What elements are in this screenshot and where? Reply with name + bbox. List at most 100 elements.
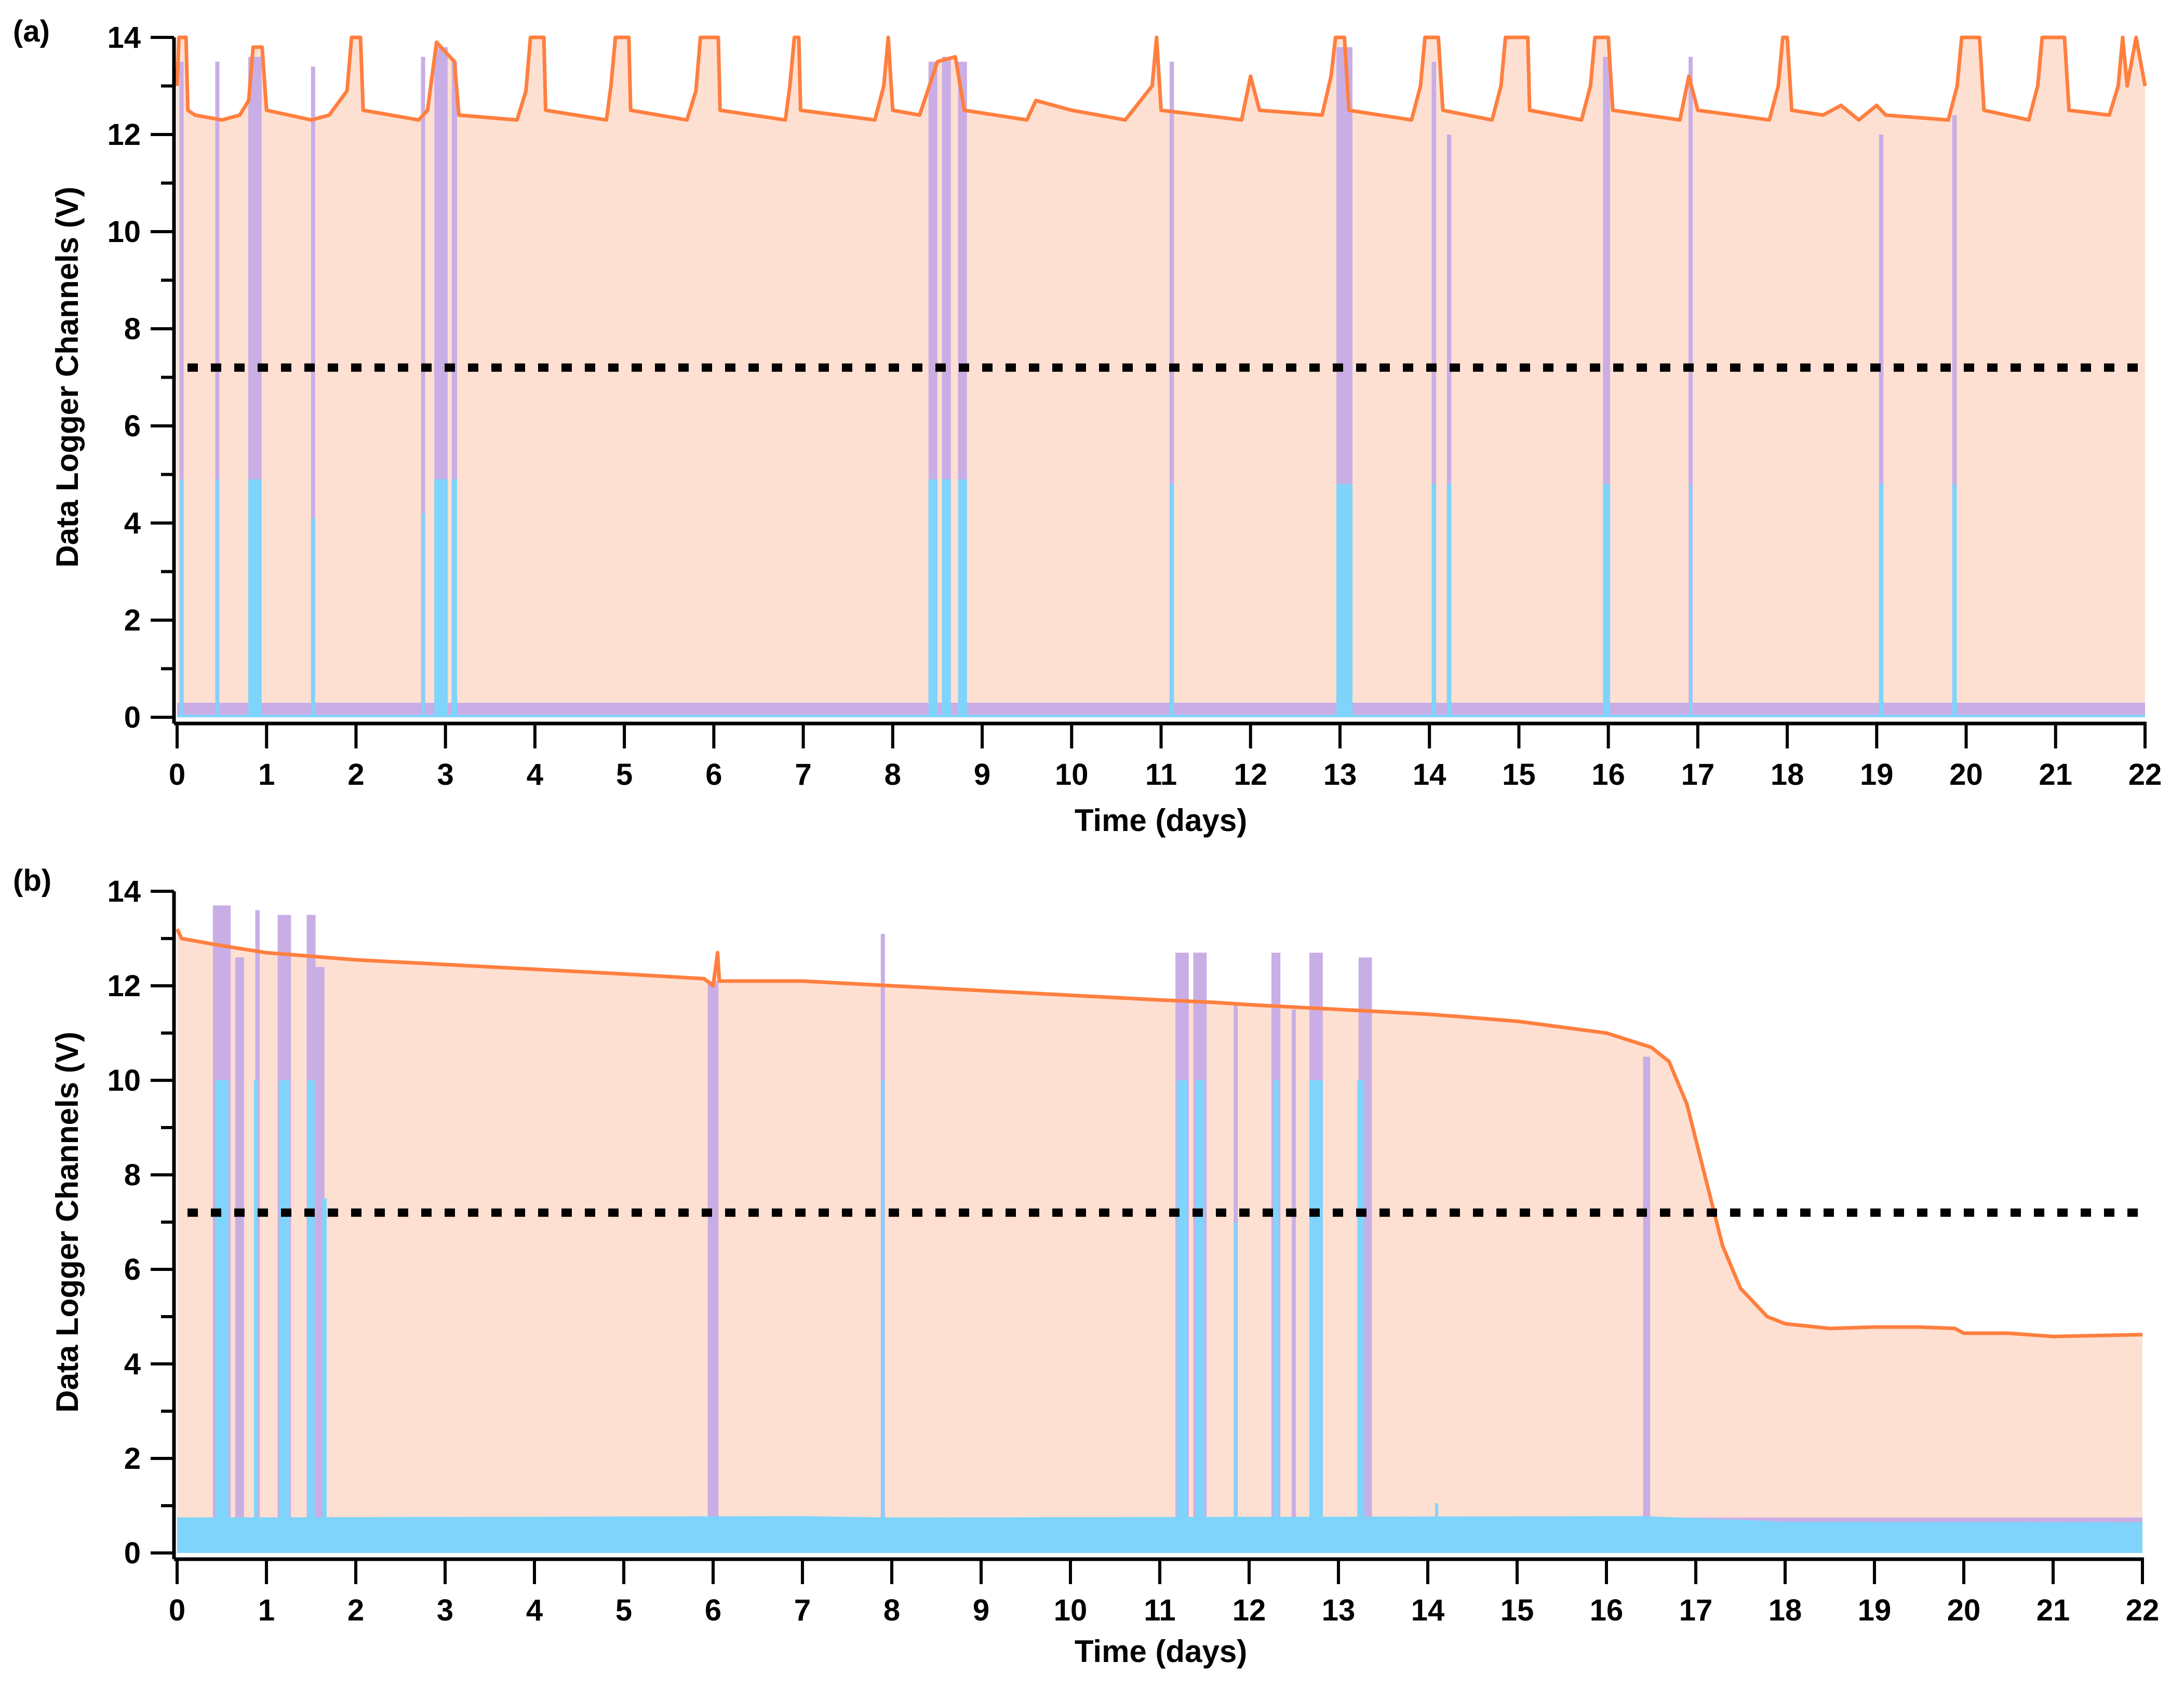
y-tick-label: 0 (124, 701, 141, 734)
blue-channel-spike (1603, 484, 1611, 717)
y-tick-label: 4 (124, 1347, 141, 1381)
blue-channel-spike (1176, 1080, 1188, 1553)
purple-channel-spike (179, 61, 184, 717)
purple-channel-spike (1169, 61, 1174, 717)
y-tick-label: 2 (124, 604, 141, 637)
x-tick-label: 13 (1323, 758, 1357, 792)
purple-channel-spike (1952, 115, 1957, 718)
panel-label-a: (a) (13, 15, 50, 48)
x-tick-label: 2 (347, 1593, 364, 1627)
y-tick-label: 14 (107, 875, 141, 908)
purple-channel-spike (451, 61, 458, 717)
purple-channel-spike (235, 957, 244, 1553)
y-tick-label: 6 (124, 1253, 141, 1287)
blue-channel-spike (248, 479, 262, 717)
x-tick-label: 2 (347, 758, 364, 792)
x-tick-label: 14 (1411, 1593, 1445, 1627)
x-tick-label: 6 (705, 1593, 721, 1627)
x-tick-label: 19 (1860, 758, 1894, 792)
blue-channel-spike (421, 513, 425, 717)
x-tick-label: 9 (974, 758, 990, 792)
x-tick-label: 7 (795, 758, 811, 792)
purple-channel-spike (1446, 135, 1452, 717)
x-tick-label: 17 (1681, 758, 1715, 792)
x-tick-label: 16 (1590, 1593, 1624, 1627)
purple-channel-spike (1689, 57, 1693, 717)
x-tick-label: 22 (2126, 1593, 2160, 1627)
purple-channel-spike (421, 57, 425, 717)
purple-channel-spike (1431, 61, 1437, 717)
x-tick-label: 3 (437, 758, 454, 792)
x-tick-label: 18 (1768, 1593, 1802, 1627)
battery-voltage-fill (177, 929, 2142, 1553)
x-tick-label: 21 (2039, 758, 2073, 792)
blue-channel-spike (1435, 1503, 1439, 1553)
x-tick-label: 4 (527, 758, 543, 792)
purple-channel-spike (1292, 1009, 1296, 1553)
blue-channel-baseline (177, 715, 2145, 717)
purple-channel-spike (215, 61, 220, 717)
blue-channel-spike (881, 1080, 885, 1553)
y-tick-label: 2 (124, 1442, 141, 1476)
y-axis-title-b: Data Logger Channels (V) (50, 1031, 85, 1412)
purple-channel-spike (707, 981, 719, 1553)
x-tick-label: 20 (1949, 758, 1983, 792)
blue-channel-spike (434, 479, 448, 717)
x-tick-label: 17 (1679, 1593, 1713, 1627)
y-tick-label: 4 (124, 506, 141, 540)
blue-channel-spike (1234, 1222, 1238, 1553)
blue-channel-spike (942, 479, 951, 717)
x-tick-label: 18 (1771, 758, 1804, 792)
y-tick-label: 0 (124, 1536, 141, 1570)
blue-channel-spike (1431, 484, 1437, 717)
x-tick-label: 13 (1322, 1593, 1356, 1627)
blue-channel-spike (451, 479, 458, 717)
y-tick-label: 8 (124, 312, 141, 346)
x-tick-label: 20 (1947, 1593, 1981, 1627)
x-tick-label: 8 (885, 758, 901, 792)
battery-voltage-line (175, 928, 2143, 1338)
blue-channel-spike (307, 1080, 315, 1553)
blue-channel-spike (216, 479, 219, 717)
x-tick-label: 12 (1232, 1593, 1266, 1627)
x-tick-label: 7 (794, 1593, 811, 1627)
x-tick-label: 9 (973, 1593, 989, 1627)
y-tick-label: 10 (107, 215, 141, 249)
blue-channel-spike (1689, 484, 1693, 717)
x-tick-label: 12 (1234, 758, 1267, 792)
x-tick-label: 3 (437, 1593, 453, 1627)
blue-channel-spike (311, 518, 315, 717)
blue-channel-spike (1879, 484, 1884, 717)
x-tick-label: 11 (1145, 758, 1177, 792)
blue-channel-spike (1309, 1080, 1323, 1553)
blue-channel-spike (1357, 1080, 1364, 1553)
y-tick-label: 6 (124, 409, 141, 443)
x-tick-label: 0 (169, 758, 185, 792)
x-tick-label: 10 (1055, 758, 1089, 792)
x-tick-label: 6 (705, 758, 722, 792)
blue-channel-baseline (177, 1516, 2142, 1553)
x-tick-label: 1 (258, 1593, 275, 1627)
y-tick-label: 10 (107, 1064, 141, 1097)
blue-channel-spike (180, 479, 183, 717)
battery-voltage-fill (177, 37, 2145, 717)
x-tick-label: 19 (1858, 1593, 1892, 1627)
blue-channel-spike (1952, 484, 1957, 717)
blue-channel-spike (1169, 484, 1174, 717)
x-axis-title-b: Time (days) (1075, 1634, 1247, 1669)
blue-channel-spike (958, 479, 967, 717)
blue-channel-spike (215, 1080, 229, 1553)
x-tick-label: 22 (2128, 758, 2162, 792)
panel-label-b: (b) (13, 864, 51, 897)
x-tick-label: 16 (1591, 758, 1625, 792)
y-tick-label: 12 (107, 118, 141, 152)
purple-channel-spike (311, 66, 315, 718)
x-tick-label: 15 (1500, 1593, 1534, 1627)
blue-channel-spike (928, 479, 937, 717)
y-tick-label: 8 (124, 1158, 141, 1192)
